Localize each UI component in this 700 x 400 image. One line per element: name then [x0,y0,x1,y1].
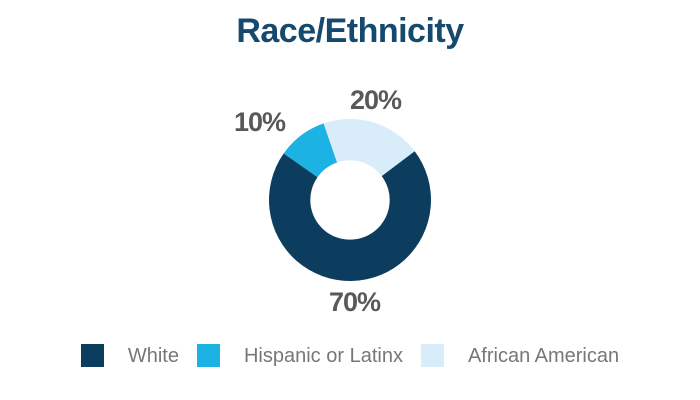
slice-value-hispanic-or-latinx: 10% [234,107,286,137]
legend-item-white: White [80,344,179,367]
slice-value-white: 70% [329,287,381,317]
legend-swatch-african-american [420,344,444,367]
donut-slice-african-american [323,119,415,177]
slice-value-african-american: 20% [350,85,402,115]
legend-item-african-american: African American [420,344,620,367]
legend-item-hispanic-or-latinx: Hispanic or Latinx [196,344,403,367]
legend-label-white: White [127,344,179,367]
legend-swatch-white [80,344,104,367]
donut-chart [269,119,431,281]
donut-slice-hispanic-or-latinx [283,123,338,178]
donut-slice-white [269,151,431,281]
chart-title: Race/Ethnicity [236,12,464,50]
legend-swatch-hispanic-or-latinx [196,344,220,367]
chart-legend: White Hispanic or Latinx African America… [0,344,700,367]
legend-label-african-american: African American [467,344,620,367]
legend-label-hispanic-or-latinx: Hispanic or Latinx [243,344,403,367]
